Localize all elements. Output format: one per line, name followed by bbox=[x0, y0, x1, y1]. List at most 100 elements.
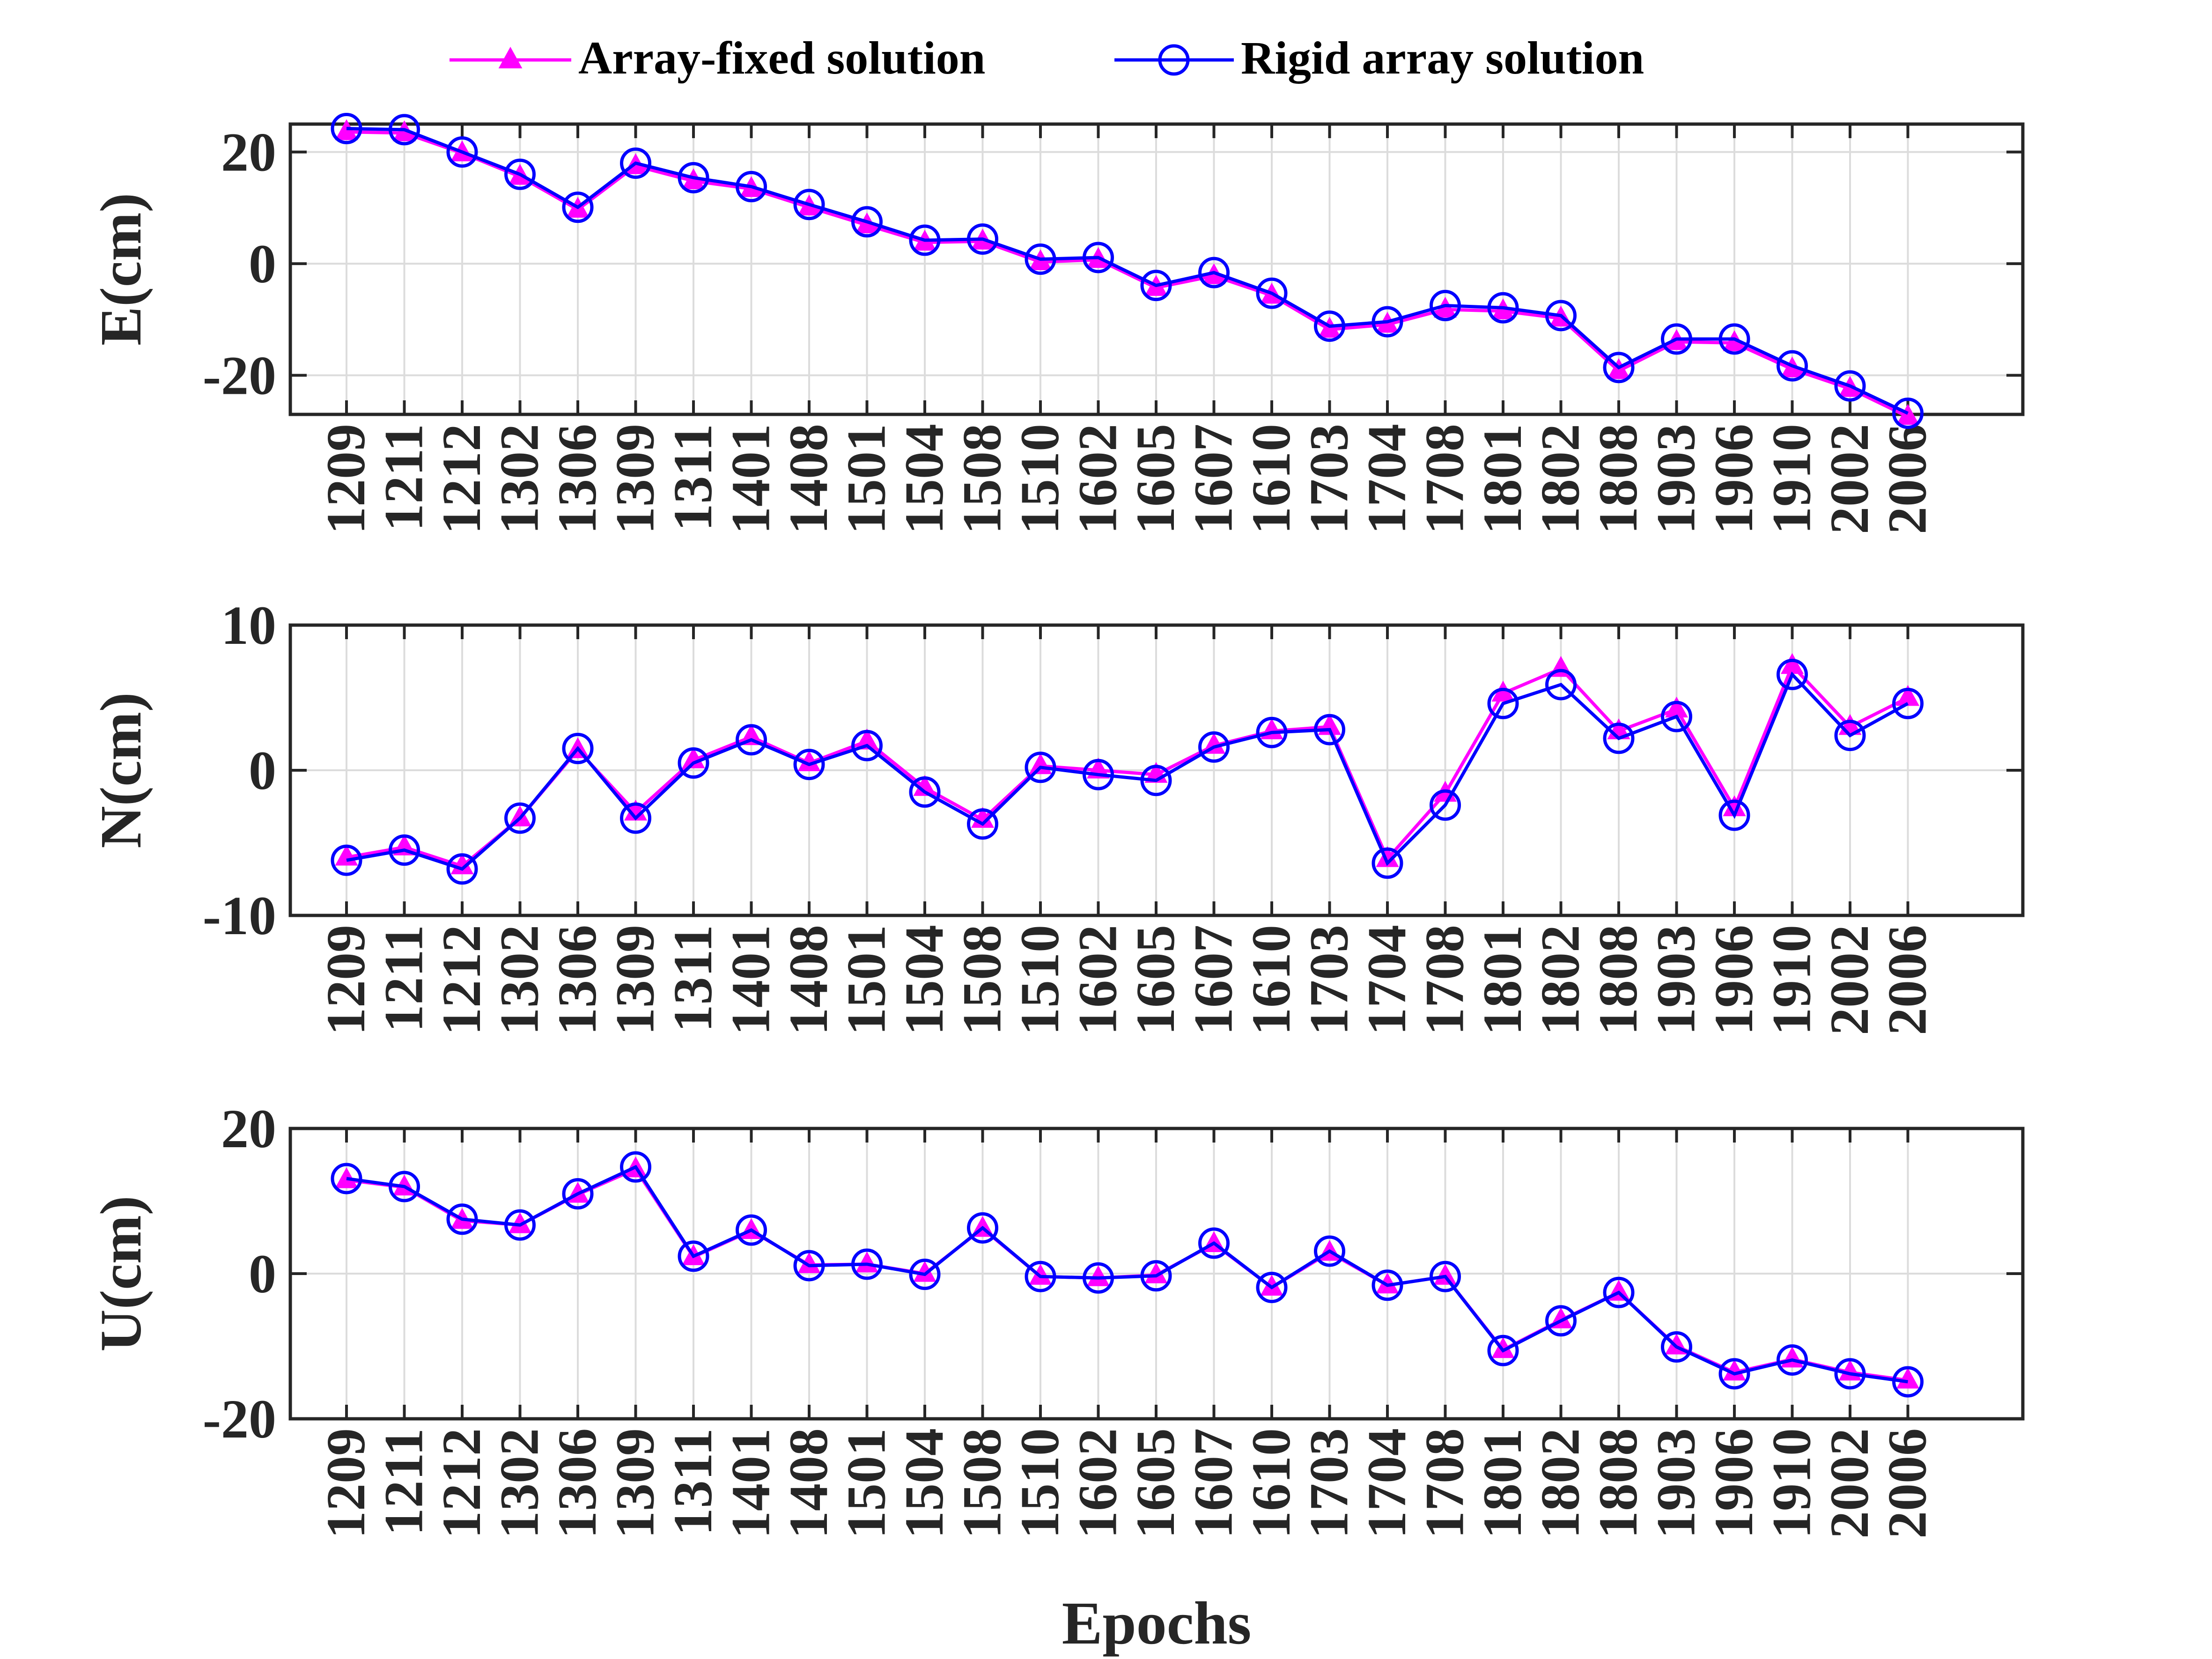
u-y-axis-label: U(cm) bbox=[89, 1195, 154, 1351]
e-rigid-array-point bbox=[1603, 352, 1635, 383]
e-xtick-label: 1408 bbox=[778, 424, 839, 534]
n-xtick-label: 1708 bbox=[1414, 925, 1475, 1035]
u-rigid-array-point bbox=[1777, 1344, 1808, 1376]
e-rigid-array-point bbox=[1314, 310, 1345, 342]
e-xtick-label: 1703 bbox=[1298, 424, 1360, 534]
n-xtick-label: 1610 bbox=[1240, 925, 1302, 1035]
n-rigid-array-point bbox=[1603, 723, 1635, 754]
u-xtick-label: 1607 bbox=[1183, 1428, 1244, 1539]
e-xtick-label: 1306 bbox=[546, 424, 608, 534]
e-xtick-label: 1910 bbox=[1761, 424, 1822, 534]
e-rigid-array-point bbox=[967, 223, 998, 255]
n-rigid-array-point bbox=[446, 853, 478, 885]
n-xtick-label: 1408 bbox=[778, 925, 839, 1035]
u-xtick-label: 1903 bbox=[1645, 1428, 1707, 1539]
u-xtick-label: 1808 bbox=[1587, 1428, 1649, 1539]
legend-array-fixed-label: Array-fixed solution bbox=[578, 32, 985, 84]
u-rigid-array-point bbox=[1198, 1227, 1230, 1259]
u-rigid-array-point bbox=[1603, 1276, 1635, 1308]
u-rigid-array-point bbox=[1718, 1358, 1750, 1390]
e-xtick-label: 1802 bbox=[1530, 424, 1591, 534]
u-xtick-label: 1610 bbox=[1240, 1428, 1302, 1539]
n-rigid-array-point bbox=[1256, 716, 1288, 748]
u-rigid-array-point bbox=[331, 1163, 362, 1194]
n-xtick-label: 1504 bbox=[893, 925, 955, 1035]
n-rigid-array-point bbox=[678, 747, 709, 779]
e-rigid-array-point bbox=[793, 189, 825, 221]
e-rigid-array-point bbox=[1661, 323, 1692, 355]
e-xtick-label: 1504 bbox=[893, 424, 955, 534]
e-rigid-array-point bbox=[1718, 323, 1750, 355]
n-xtick-label: 1704 bbox=[1356, 925, 1417, 1035]
e-xtick-label: 1209 bbox=[315, 424, 376, 534]
e-xtick-label: 1610 bbox=[1240, 424, 1302, 534]
u-rigid-array-point bbox=[1892, 1366, 1924, 1398]
e-rigid-array-point bbox=[909, 224, 941, 256]
e-xtick-label: 1808 bbox=[1587, 424, 1649, 534]
u-xtick-label: 1311 bbox=[662, 1428, 723, 1536]
u-xtick-label: 1605 bbox=[1125, 1428, 1186, 1539]
e-rigid-array-point bbox=[1025, 243, 1056, 275]
u-rigid-array-point bbox=[678, 1240, 709, 1272]
e-rigid-array-point bbox=[851, 206, 883, 238]
u-panel: -20 0 20 1209121112121302130613091311140114… bbox=[89, 1098, 2025, 1539]
n-rigid-array-point bbox=[851, 730, 883, 761]
n-rigid-array-point bbox=[967, 808, 998, 840]
n-rigid-array-point bbox=[1083, 759, 1114, 790]
u-array-fixed-point bbox=[1896, 1367, 1920, 1389]
n-rigid-array-point bbox=[1140, 765, 1172, 796]
e-rigid-array-point bbox=[1256, 277, 1288, 309]
e-rigid-array-point bbox=[389, 114, 420, 146]
n-array-fixed-point bbox=[855, 728, 879, 750]
u-rigid-array-point bbox=[504, 1209, 536, 1241]
e-rigid-array-point bbox=[562, 192, 594, 223]
u-rigid-array-point bbox=[1545, 1305, 1577, 1337]
u-xtick-label: 1501 bbox=[836, 1428, 897, 1539]
n-xtick-label: 1510 bbox=[1009, 925, 1070, 1035]
n-rigid-array-point bbox=[1487, 687, 1519, 719]
u-xtick-label: 1508 bbox=[951, 1428, 1013, 1539]
n-rigid-array-point bbox=[736, 724, 767, 756]
n-rigid-array-point bbox=[1545, 669, 1577, 700]
u-rigid-array-point bbox=[1371, 1269, 1403, 1301]
n-ytick-label: 10 bbox=[221, 595, 276, 656]
u-xtick-label: 1906 bbox=[1703, 1428, 1764, 1539]
n-panel: -10 0 10 1209121112121302130613091311140114… bbox=[89, 595, 2025, 1035]
n-rigid-array-point bbox=[1834, 720, 1866, 752]
u-xtick-label: 1209 bbox=[315, 1428, 376, 1539]
e-rigid-array-point bbox=[504, 158, 536, 190]
n-xtick-label: 1607 bbox=[1183, 925, 1244, 1035]
legend-rigid-array-label: Rigid array solution bbox=[1241, 32, 1644, 84]
n-rigid-array-point bbox=[331, 844, 362, 876]
n-rigid-array-point bbox=[909, 776, 941, 808]
n-rigid-array-point bbox=[1371, 847, 1403, 879]
e-array-fixed-line bbox=[346, 130, 1909, 418]
e-rigid-array-point bbox=[1198, 257, 1230, 288]
u-xtick-label: 1211 bbox=[373, 1428, 435, 1536]
u-rigid-array-point bbox=[793, 1250, 825, 1282]
e-ytick-label: 0 bbox=[249, 233, 276, 295]
e-rigid-array-point bbox=[1892, 398, 1924, 429]
e-xtick-label: 1501 bbox=[836, 424, 897, 534]
u-xtick-label: 1306 bbox=[546, 1428, 608, 1539]
x-axis-label: Epochs bbox=[1062, 1590, 1252, 1657]
e-ytick-label: 20 bbox=[221, 122, 276, 183]
u-xtick-label: 1801 bbox=[1472, 1428, 1533, 1539]
n-xtick-label: 1602 bbox=[1067, 925, 1128, 1035]
n-xtick-label: 1508 bbox=[951, 925, 1013, 1035]
u-xtick-label: 1504 bbox=[893, 1428, 955, 1539]
n-xtick-label: 1211 bbox=[373, 925, 435, 1032]
n-xtick-label: 1801 bbox=[1472, 925, 1533, 1035]
e-rigid-array-point bbox=[1487, 292, 1519, 324]
e-xtick-label: 2002 bbox=[1819, 424, 1880, 534]
e-xtick-label: 1602 bbox=[1067, 424, 1128, 534]
n-rigid-array-point bbox=[620, 802, 651, 834]
e-xtick-label: 1508 bbox=[951, 424, 1013, 534]
u-xtick-label: 2006 bbox=[1877, 1428, 1938, 1539]
e-xtick-label: 1708 bbox=[1414, 424, 1475, 534]
n-rigid-array-point bbox=[1777, 658, 1808, 690]
n-rigid-array-point bbox=[1430, 789, 1461, 821]
e-xtick-label: 1309 bbox=[605, 424, 666, 534]
u-xtick-label: 2002 bbox=[1819, 1428, 1880, 1539]
e-rigid-array-point bbox=[1371, 306, 1403, 338]
